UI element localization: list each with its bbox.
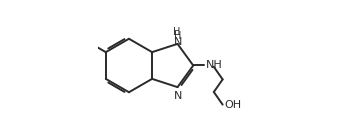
Text: N: N [174,91,182,101]
Text: OH: OH [224,100,241,110]
Text: N: N [174,37,182,47]
Text: NH: NH [205,60,222,70]
Text: H: H [174,31,182,41]
Text: H: H [173,27,180,37]
